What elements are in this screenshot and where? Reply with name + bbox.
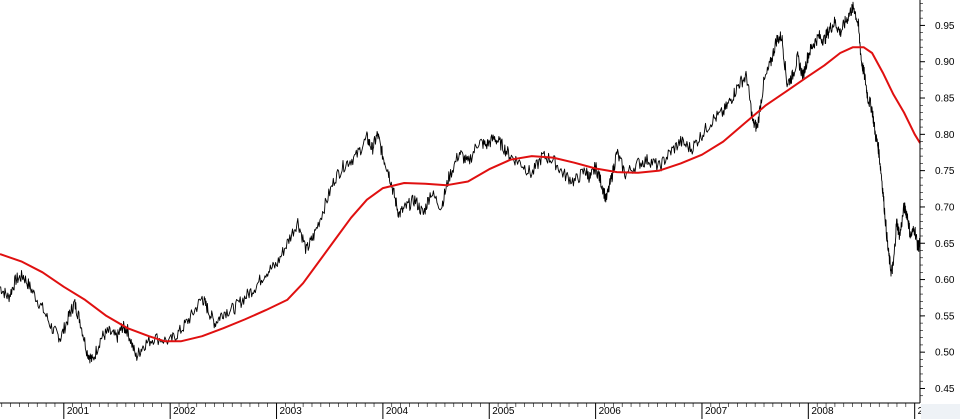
- y-tick-label: 0.75: [935, 166, 955, 177]
- y-tick-label: 0.50: [935, 348, 955, 359]
- y-tick-label: 0.90: [935, 57, 955, 68]
- x-tick-label: 2007: [705, 406, 728, 417]
- y-tick-label: 0.60: [935, 275, 955, 286]
- series-layer: [0, 1, 921, 364]
- x-tick-label: 2004: [386, 406, 409, 417]
- x-tick-label: 2003: [280, 406, 303, 417]
- y-tick-label: 0.70: [935, 202, 955, 213]
- y-tick-label: 0.65: [935, 239, 955, 250]
- moving-average-line: [0, 46, 921, 343]
- y-tick-label: 0.80: [935, 130, 955, 141]
- y-tick-label: 0.95: [935, 21, 955, 32]
- x-tick-label: 2005: [492, 406, 515, 417]
- axes-layer: [0, 0, 921, 404]
- y-tick-label: 0.55: [935, 311, 955, 322]
- y-ticks: 0.45 0.50 0.55 0.60 0.65 0.70 0.75 0.80 0.85 0.90…: [920, 3, 955, 397]
- y-tick-label: 0.45: [935, 384, 955, 395]
- x-tick-label: 2008: [811, 406, 834, 417]
- corner-panel: [921, 404, 960, 419]
- x-tick-label: 2002: [173, 406, 196, 417]
- price-series-line: [0, 1, 921, 364]
- x-ticks: 200120022003200420052006200720082009: [1, 403, 940, 419]
- x-tick-label: 2001: [67, 406, 90, 417]
- x-tick-label: 2006: [599, 406, 622, 417]
- y-tick-label: 0.85: [935, 94, 955, 105]
